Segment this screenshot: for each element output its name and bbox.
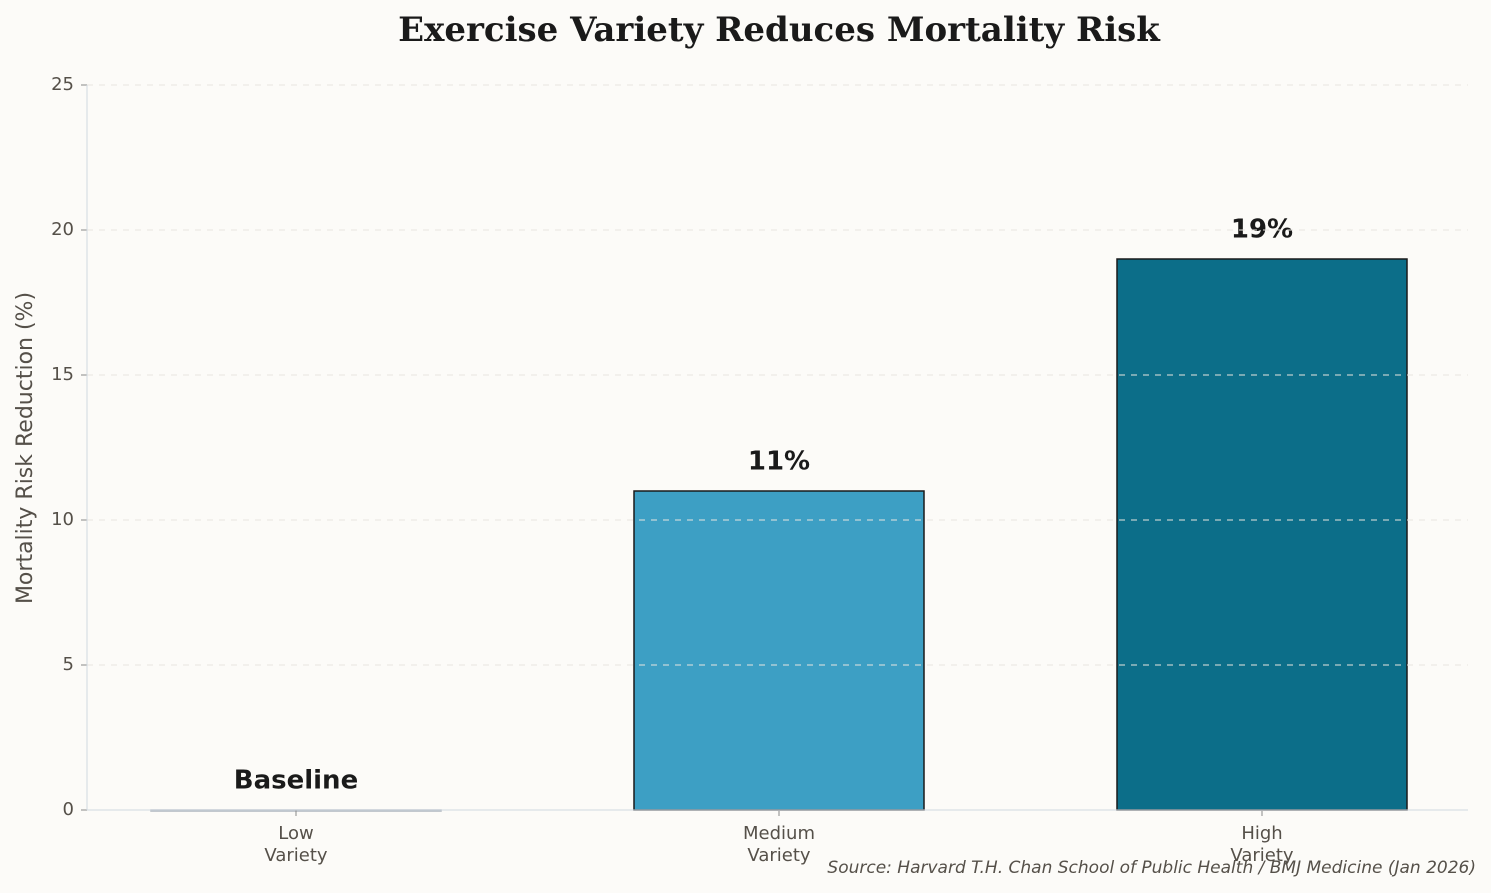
x-tick-label: High Variety (1230, 823, 1293, 866)
y-tick-label: 20 (51, 219, 74, 240)
bar (633, 490, 925, 811)
value-label: 11% (748, 447, 810, 477)
x-tick-label: Medium Variety (743, 823, 815, 866)
y-tick-label: 0 (63, 799, 74, 820)
y-tick-label: 25 (51, 74, 74, 95)
y-axis-label: Mortality Risk Reduction (%) (13, 292, 38, 604)
value-label: Baseline (234, 766, 358, 796)
chart-title: Exercise Variety Reduces Mortality Risk (398, 10, 1161, 50)
y-tick-label: 5 (63, 654, 74, 675)
y-tick-label: 10 (51, 509, 74, 530)
y-tick-label: 15 (51, 364, 74, 385)
x-tick-label: Low Variety (264, 823, 327, 866)
source-note: Source: Harvard T.H. Chan School of Publ… (827, 858, 1476, 878)
bar (1116, 258, 1408, 811)
